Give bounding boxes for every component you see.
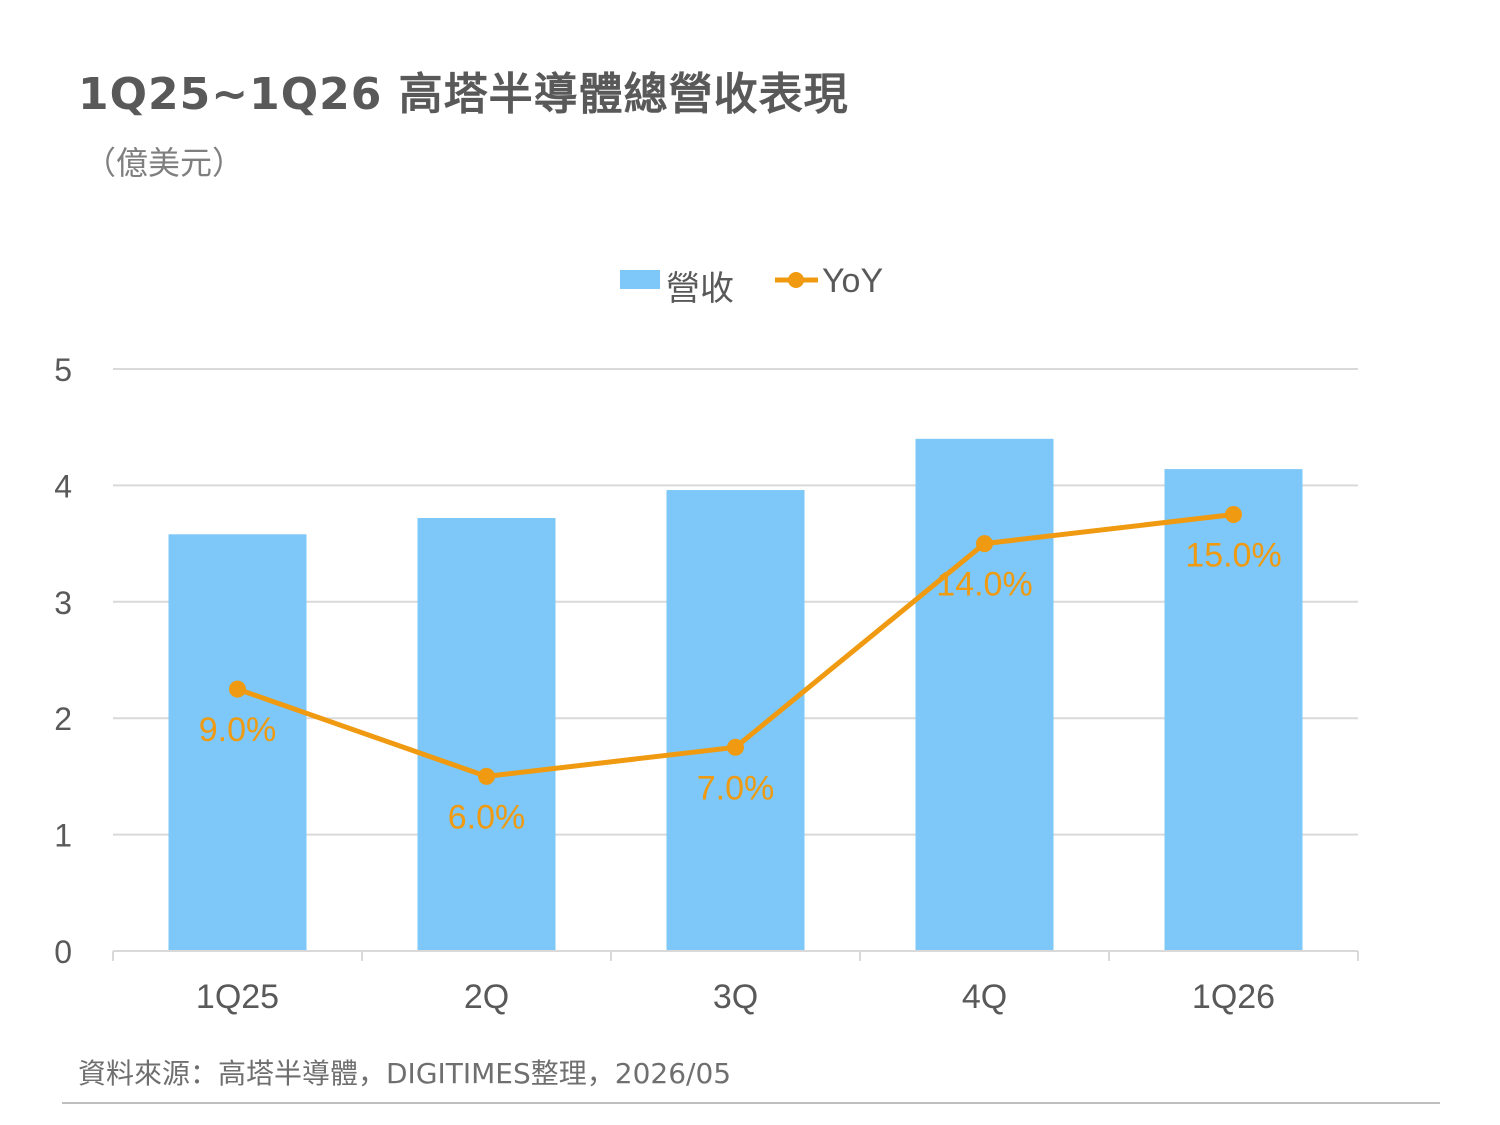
legend-label-yoy: YoY (822, 262, 883, 300)
yoy-point (976, 535, 993, 553)
bar-series (168, 438, 1303, 952)
y-tick-label: 5 (54, 352, 72, 388)
y-tick-label: 0 (54, 934, 72, 970)
legend-swatch-revenue (620, 270, 660, 289)
bar (666, 490, 805, 951)
y-tick-label: 4 (54, 468, 72, 504)
yoy-point (1225, 506, 1242, 523)
bar (417, 517, 556, 951)
chart-unit-label: （億美元） (84, 144, 245, 182)
yoy-data-label: 15.0% (1185, 537, 1281, 575)
bar (915, 438, 1054, 952)
yoy-point (229, 680, 246, 698)
x-tick-label: 2Q (464, 978, 509, 1016)
yoy-point (727, 738, 744, 756)
bottom-divider (62, 1102, 1440, 1104)
line-series (229, 506, 1242, 785)
legend: 營收 YoY (620, 262, 883, 308)
yoy-point (478, 767, 495, 785)
x-tick-label: 4Q (962, 978, 1007, 1016)
chart-title: 1Q25~1Q26 高塔半導體總營收表現 (78, 69, 849, 120)
yoy-data-label: 7.0% (697, 769, 775, 807)
bar (1164, 469, 1303, 951)
x-tick-label: 3Q (713, 978, 758, 1016)
bar (168, 534, 307, 951)
yoy-data-label: 6.0% (448, 798, 526, 836)
y-tick-label: 1 (54, 818, 72, 854)
x-tick-label: 1Q25 (196, 978, 279, 1016)
y-tick-label: 2 (54, 701, 72, 737)
legend-label-revenue: 營收 (666, 270, 734, 308)
data-labels: 9.0% 6.0% 7.0% 14.0% 15.0% (199, 537, 1282, 837)
y-tick-label: 3 (54, 585, 72, 621)
yoy-data-label: 14.0% (936, 566, 1032, 604)
source-note: 資料來源：高塔半導體，DIGITIMES整理，2026/05 (78, 1057, 732, 1090)
yoy-data-label: 9.0% (199, 711, 277, 749)
x-tick-label: 1Q26 (1192, 978, 1275, 1016)
legend-swatch-yoy-marker (788, 272, 804, 288)
axes: 0 1 2 3 4 5 1Q25 2Q 3Q 4Q 1Q26 (54, 352, 1359, 1016)
